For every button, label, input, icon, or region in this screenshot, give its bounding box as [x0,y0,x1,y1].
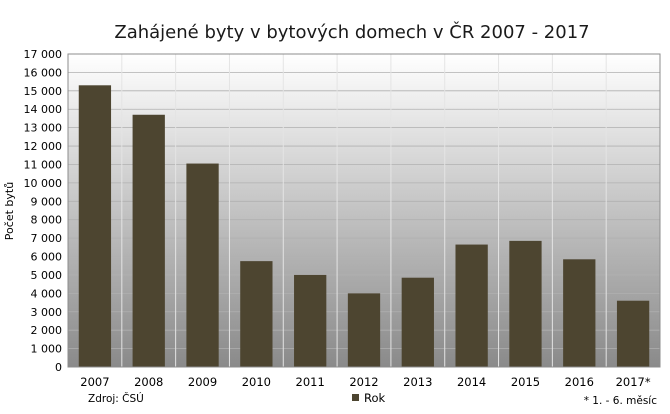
y-tick-label: 0 [55,361,62,374]
y-tick-label: 16 000 [24,66,63,79]
x-tick-label: 2008 [134,375,163,389]
y-tick-label: 7 000 [31,232,63,245]
y-tick-label: 4 000 [31,287,63,300]
y-tick-label: 14 000 [24,103,63,116]
bar-2010 [240,261,273,367]
y-axis-label: Počet bytů [3,182,16,240]
bar-2013 [401,277,434,367]
y-tick-label: 17 000 [24,48,63,61]
bar-2017* [616,300,650,367]
bar-2009 [186,163,219,367]
x-tick-label: 2010 [242,375,271,389]
bar-2008 [132,114,165,368]
footnote: * 1. - 6. měsíc [584,395,658,407]
y-tick-label: 6 000 [31,251,63,264]
y-tick-label: 11 000 [24,158,63,171]
x-tick-label: 2012 [349,375,378,389]
x-tick-label: 2017* [616,375,651,389]
y-tick-label: 2 000 [31,324,63,337]
y-tick-label: 10 000 [24,177,63,190]
legend-label: Rok [364,391,386,405]
x-tick-label: 2015 [511,375,540,389]
plot-area [67,53,661,368]
y-tick-label: 15 000 [24,85,63,98]
y-tick-label: 8 000 [31,214,63,227]
grid-lines [68,54,660,367]
y-tick-label: 9 000 [31,195,63,208]
legend: Rok [352,391,386,405]
bar-2011 [294,274,327,367]
x-tick-label: 2011 [296,375,325,389]
y-tick-label: 1 000 [31,343,63,356]
y-tick-label: 12 000 [24,140,63,153]
legend-swatch [352,394,359,401]
x-tick-label: 2016 [565,375,594,389]
bar-2015 [509,240,542,367]
bars [78,85,650,368]
x-tick-label: 2007 [80,375,109,389]
source-note: Zdroj: ČSÚ [88,392,144,405]
y-tick-label: 3 000 [31,306,63,319]
x-axis-ticks: 2007 2008 2009 2010 2011 2012 2013 2014 2015 2016… [80,375,651,389]
bar-2007 [78,85,112,368]
x-tick-label: 2014 [457,375,486,389]
plot-border [67,53,661,368]
x-tick-label: 2009 [188,375,217,389]
bar-2012 [347,293,381,367]
y-tick-label: 13 000 [24,122,63,135]
chart-title: Zahájené byty v bytových domech v ČR 200… [114,21,589,43]
x-tick-label: 2013 [403,375,432,389]
y-tick-label: 5 000 [31,269,63,282]
bar-2016 [563,259,596,367]
y-axis-ticks: 0 1 000 2 000 3 000 4 000 5 000 6 000 7 000 8 00… [24,48,63,374]
bar-2014 [455,244,488,367]
